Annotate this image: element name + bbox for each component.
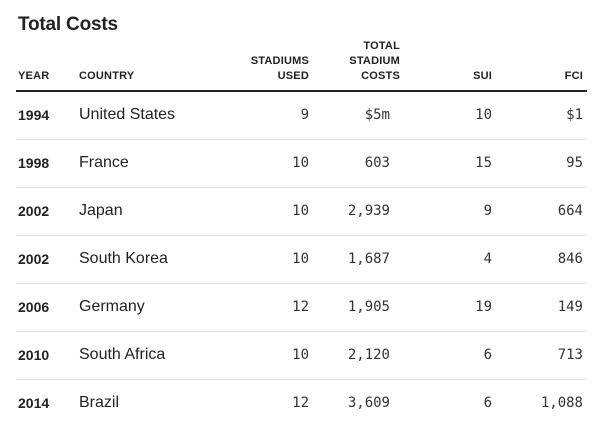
cell-country: France [79,154,129,171]
cell-stadiums-used: 10 [292,155,309,171]
cell-fci: 1,088 [540,395,583,411]
cell-country: Germany [79,298,145,315]
table-row: 2002 Japan 10 2,939 9 664 [16,188,587,236]
cell-fci: 713 [557,347,583,363]
header-costs-line2: STADIUM [349,55,400,67]
header-stadiums-line2: USED [277,70,309,82]
header-fci: FCI [564,70,583,82]
header-stadiums-line1: STADIUMS [250,55,309,67]
cell-stadiums-used: 10 [292,203,309,219]
cell-country: Brazil [79,394,120,411]
cell-fci: 149 [557,299,583,315]
cell-stadiums-used: 9 [300,107,309,123]
cell-year: 1998 [18,155,50,171]
header-costs-line3: COSTS [361,70,400,82]
cell-sui: 6 [483,347,492,363]
header-divider [16,90,587,92]
cell-country: Japan [79,202,123,219]
header-stadiums-used: STADIUMS USED [251,54,309,84]
table-header: YEAR COUNTRY STADIUMS USED TOTAL STADIUM… [16,40,587,84]
cell-total-stadium-costs: 2,120 [347,347,390,363]
cell-year: 2002 [18,203,50,219]
table-row: 2002 South Korea 10 1,687 4 846 [16,236,587,284]
cell-fci: $1 [566,107,583,123]
cell-sui: 6 [483,395,492,411]
cell-stadiums-used: 12 [292,395,309,411]
cell-country: South Korea [79,250,168,267]
table-row: 1994 United States 9 $5m 10 $1 [16,92,587,140]
cell-year: 2014 [18,395,50,411]
cell-country: United States [79,106,176,123]
cell-stadiums-used: 12 [292,299,309,315]
cell-sui: 19 [475,299,492,315]
cell-year: 1994 [18,107,50,123]
cell-total-stadium-costs: $5m [364,107,390,123]
cell-sui: 9 [483,203,492,219]
table-row: 2010 South Africa 10 2,120 6 713 [16,332,587,380]
cell-fci: 664 [557,203,583,219]
cell-country: South Africa [79,346,166,363]
cell-total-stadium-costs: 1,905 [347,299,390,315]
cell-sui: 10 [475,107,492,123]
header-sui: SUI [473,70,492,82]
cell-stadiums-used: 10 [292,251,309,267]
cell-total-stadium-costs: 603 [364,155,390,171]
cell-total-stadium-costs: 3,609 [347,395,390,411]
table-body: 1994 United States 9 $5m 10 $1 1998 France 10 603… [16,92,587,427]
header-costs-line1: TOTAL [363,40,400,52]
cell-total-stadium-costs: 2,939 [347,203,390,219]
header-country: COUNTRY [79,70,135,82]
cell-fci: 95 [566,155,583,171]
header-year: YEAR [18,70,50,82]
cell-year: 2010 [18,347,50,363]
cell-year: 2002 [18,251,50,267]
cell-fci: 846 [557,251,583,267]
table-title: Total Costs [18,14,118,35]
cell-sui: 15 [475,155,492,171]
cell-sui: 4 [483,251,492,267]
cell-total-stadium-costs: 1,687 [347,251,390,267]
table-row: 1998 France 10 603 15 95 [16,140,587,188]
table-row: 2006 Germany 12 1,905 19 149 [16,284,587,332]
table-row: 2014 Brazil 12 3,609 6 1,088 [16,380,587,427]
header-total-stadium-costs: TOTAL STADIUM COSTS [349,39,400,84]
cell-stadiums-used: 10 [292,347,309,363]
cell-year: 2006 [18,299,50,315]
